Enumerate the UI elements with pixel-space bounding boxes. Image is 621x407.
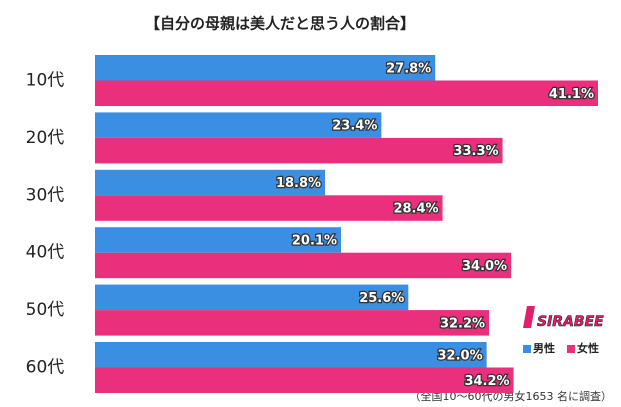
y-tick-label: 30代 [26, 185, 65, 205]
legend-swatch [523, 345, 531, 353]
bar [95, 112, 382, 138]
bar [95, 169, 326, 196]
logo-mark [523, 306, 535, 328]
value-label: 28.4% [393, 202, 438, 217]
value-label: 20.1% [292, 233, 337, 248]
value-label: 32.0% [438, 348, 483, 363]
value-label: 32.2% [440, 316, 485, 331]
y-tick-label: 60代 [26, 358, 65, 378]
value-label: 23.4% [332, 119, 377, 134]
bar [95, 80, 598, 106]
bar [95, 227, 341, 253]
bar [95, 195, 443, 221]
bar [95, 367, 514, 393]
logo: SIRABEE [537, 314, 604, 330]
legend-label: 女性 [577, 341, 599, 355]
bar [95, 284, 409, 311]
y-tick-label: 40代 [26, 243, 65, 263]
legend-label: 男性 [533, 341, 555, 355]
value-label: 18.8% [276, 176, 321, 191]
bar [95, 310, 490, 336]
bar [95, 252, 512, 279]
value-label: 34.2% [464, 374, 509, 389]
bar [95, 55, 436, 81]
y-tick-label: 50代 [26, 300, 65, 320]
value-label: 33.3% [453, 144, 498, 159]
y-tick-label: 20代 [26, 128, 65, 148]
value-label: 27.8% [386, 61, 431, 76]
legend-swatch [567, 345, 575, 353]
value-label: 25.6% [359, 291, 404, 306]
bar [95, 137, 503, 164]
chart-title: 【自分の母親は美人だと思う人の割合】 [145, 15, 415, 33]
value-label: 41.1% [549, 87, 594, 102]
value-label: 34.0% [462, 259, 507, 274]
bar [95, 342, 487, 368]
y-tick-label: 10代 [26, 71, 65, 91]
